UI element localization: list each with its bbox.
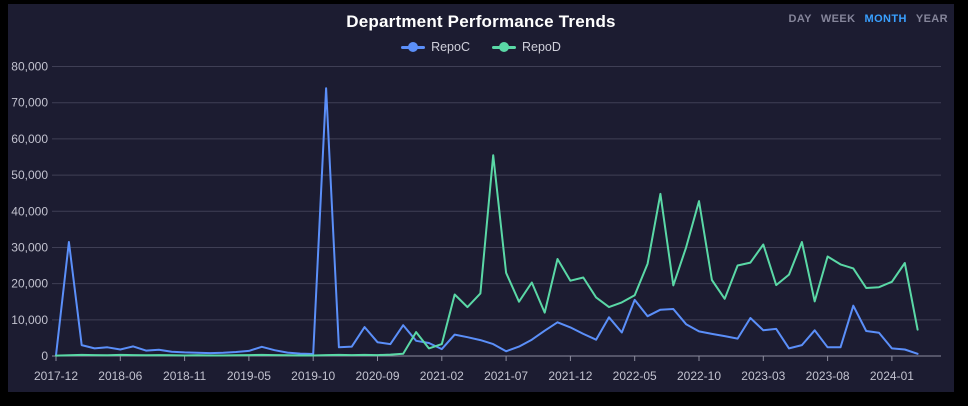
- x-axis-label: 2023-03: [741, 369, 785, 383]
- x-axis-label: 2020-09: [355, 369, 399, 383]
- x-axis-label: 2023-08: [806, 369, 850, 383]
- x-axis-label: 2019-10: [291, 369, 335, 383]
- legend-label: RepoD: [522, 40, 561, 54]
- x-axis-label: 2017-12: [34, 369, 78, 383]
- series-line-repod[interactable]: [55, 154, 919, 357]
- legend-line-dot-icon: [492, 42, 516, 52]
- y-axis-label: 70,000: [11, 96, 48, 110]
- legend-item-repod[interactable]: RepoD: [492, 40, 561, 54]
- range-option-month[interactable]: MONTH: [864, 13, 907, 25]
- x-axis-label: 2021-12: [548, 369, 592, 383]
- x-axis-label: 2022-05: [613, 369, 657, 383]
- y-axis-label: 10,000: [11, 313, 48, 327]
- range-option-week[interactable]: WEEK: [820, 13, 856, 25]
- series-line-repoc[interactable]: [55, 87, 919, 357]
- legend-label: RepoC: [431, 40, 470, 54]
- x-axis-label: 2022-10: [677, 369, 721, 383]
- legend-line-dot-icon: [401, 42, 426, 52]
- chart-panel: Department Performance Trends DAY WEEK MON…: [8, 4, 954, 392]
- range-option-day[interactable]: DAY: [788, 13, 812, 25]
- chart-title: Department Performance Trends: [346, 12, 616, 31]
- legend-item-repoc[interactable]: RepoC: [401, 40, 470, 54]
- y-axis-label: 0: [41, 349, 48, 363]
- range-option-year[interactable]: YEAR: [915, 13, 948, 25]
- x-axis-label: 2024-01: [870, 369, 914, 383]
- y-axis-label: 80,000: [11, 60, 48, 74]
- y-axis-label: 20,000: [11, 277, 48, 291]
- x-axis-label: 2021-07: [484, 369, 528, 383]
- x-axis-label: 2019-05: [227, 369, 271, 383]
- y-axis-label: 50,000: [11, 168, 48, 182]
- y-axis-label: 30,000: [11, 240, 48, 254]
- range-selector: DAY WEEK MONTH YEAR: [788, 13, 948, 25]
- chart-legend: RepoC RepoD: [8, 40, 954, 54]
- x-axis-label: 2018-06: [98, 369, 142, 383]
- y-axis-label: 60,000: [11, 132, 48, 146]
- x-axis-label: 2018-11: [163, 369, 206, 383]
- y-axis-label: 40,000: [11, 204, 48, 218]
- x-axis-label: 2021-02: [420, 369, 464, 383]
